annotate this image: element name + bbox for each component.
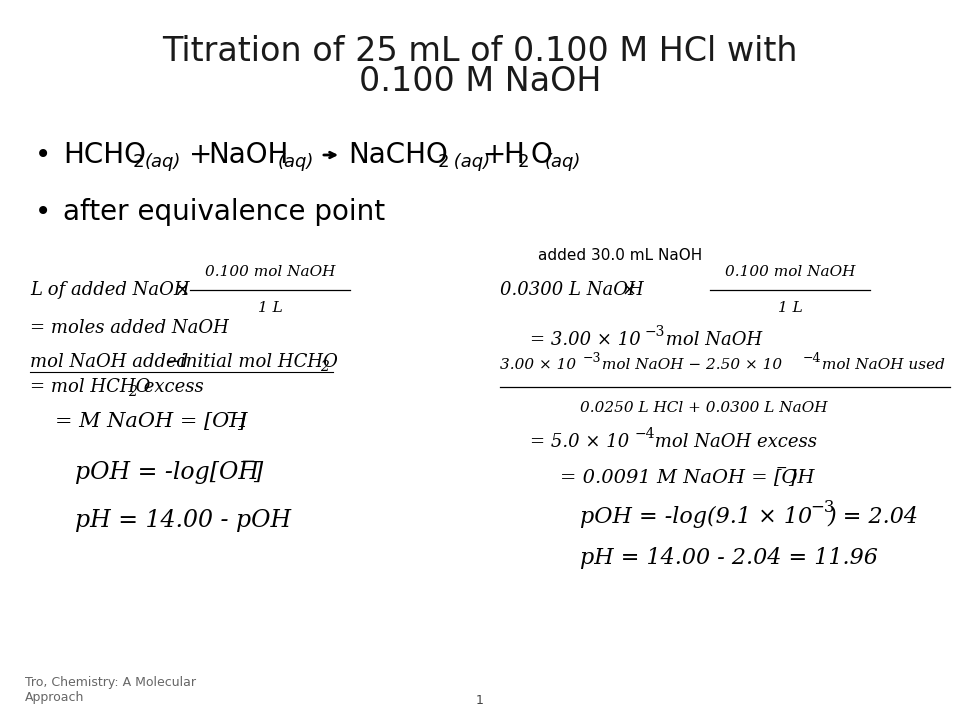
Text: Titration of 25 mL of 0.100 M HCl with: Titration of 25 mL of 0.100 M HCl with xyxy=(162,35,798,68)
Text: = 3.00 × 10: = 3.00 × 10 xyxy=(530,331,640,349)
Text: −: − xyxy=(226,406,238,420)
Text: +: + xyxy=(483,141,506,169)
Text: ]: ] xyxy=(253,461,262,484)
Text: 0.0250 L HCl + 0.0300 L NaOH: 0.0250 L HCl + 0.0300 L NaOH xyxy=(580,401,828,415)
Text: L of added NaOH: L of added NaOH xyxy=(30,281,190,299)
Text: mol NaOH − 2.50 × 10: mol NaOH − 2.50 × 10 xyxy=(597,358,782,372)
Text: mol NaOH used: mol NaOH used xyxy=(817,358,945,372)
Text: initial mol HCHO: initial mol HCHO xyxy=(180,353,338,371)
Text: 2: 2 xyxy=(438,153,449,171)
Text: H: H xyxy=(503,141,524,169)
Text: HCHO: HCHO xyxy=(63,141,146,169)
Text: 0.100 mol NaOH: 0.100 mol NaOH xyxy=(204,265,335,279)
Text: ]: ] xyxy=(237,413,245,431)
Text: −4: −4 xyxy=(803,351,822,364)
Text: •: • xyxy=(35,198,51,226)
Text: NaCHO: NaCHO xyxy=(348,141,447,169)
Text: pOH = -log[OH: pOH = -log[OH xyxy=(75,461,259,484)
Text: 2: 2 xyxy=(133,153,145,171)
Text: = 0.0091 M NaOH = [OH: = 0.0091 M NaOH = [OH xyxy=(560,468,814,486)
Text: 3.00 × 10: 3.00 × 10 xyxy=(500,358,576,372)
Text: pH = 14.00 - pOH: pH = 14.00 - pOH xyxy=(75,508,291,531)
Text: = M NaOH = [OH: = M NaOH = [OH xyxy=(55,413,248,431)
Text: ) = 2.04: ) = 2.04 xyxy=(827,506,918,528)
Text: −: − xyxy=(240,453,255,471)
Text: −: − xyxy=(165,353,180,371)
Text: pH = 14.00 - 2.04 = 11.96: pH = 14.00 - 2.04 = 11.96 xyxy=(580,547,877,569)
Text: pOH = -log(9.1 × 10: pOH = -log(9.1 × 10 xyxy=(580,506,812,528)
Text: 1 L: 1 L xyxy=(257,301,282,315)
Text: Tro, Chemistry: A Molecular
Approach: Tro, Chemistry: A Molecular Approach xyxy=(25,676,196,704)
Text: ×: × xyxy=(622,281,637,299)
Text: 0.100 M NaOH: 0.100 M NaOH xyxy=(359,65,601,98)
Text: added 30.0 mL NaOH: added 30.0 mL NaOH xyxy=(538,248,702,263)
Text: −: − xyxy=(776,461,787,475)
Text: 1 L: 1 L xyxy=(778,301,803,315)
Text: 0.100 mol NaOH: 0.100 mol NaOH xyxy=(725,265,855,279)
Text: −3: −3 xyxy=(583,351,602,364)
Text: = 5.0 × 10: = 5.0 × 10 xyxy=(530,433,629,451)
Text: −4: −4 xyxy=(635,427,656,441)
Text: +: + xyxy=(189,141,212,169)
Text: = moles added NaOH: = moles added NaOH xyxy=(30,319,228,337)
Text: O: O xyxy=(530,141,552,169)
Text: (aq): (aq) xyxy=(145,153,181,171)
Text: after equivalence point: after equivalence point xyxy=(63,198,385,226)
Text: mol NaOH added: mol NaOH added xyxy=(30,353,188,371)
Text: −3: −3 xyxy=(810,498,834,516)
Text: 2: 2 xyxy=(128,385,137,399)
Text: = mol HCHO: = mol HCHO xyxy=(30,378,151,396)
Text: NaOH: NaOH xyxy=(208,141,288,169)
Text: (aq): (aq) xyxy=(448,153,491,171)
Text: mol NaOH excess: mol NaOH excess xyxy=(649,433,817,451)
Text: mol NaOH: mol NaOH xyxy=(660,331,762,349)
Text: −3: −3 xyxy=(645,325,665,339)
Text: 2: 2 xyxy=(518,153,530,171)
Text: (aq): (aq) xyxy=(545,153,582,171)
Text: excess: excess xyxy=(138,378,204,396)
Text: ×: × xyxy=(175,281,190,299)
Text: 2: 2 xyxy=(320,360,329,374)
Text: ]: ] xyxy=(788,468,796,486)
Text: 0.0300 L NaOH: 0.0300 L NaOH xyxy=(500,281,644,299)
Text: •: • xyxy=(35,141,51,169)
Text: (aq): (aq) xyxy=(278,153,314,171)
Text: 1: 1 xyxy=(476,693,484,706)
